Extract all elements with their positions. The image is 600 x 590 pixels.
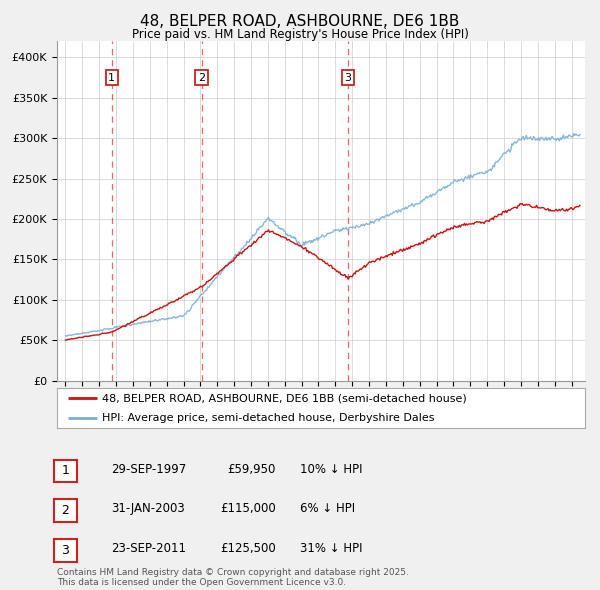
Text: 1: 1 [109,73,115,83]
Text: £115,000: £115,000 [220,502,276,515]
Text: 2: 2 [61,504,70,517]
Text: 31% ↓ HPI: 31% ↓ HPI [300,542,362,555]
Text: 3: 3 [61,544,70,557]
Text: Price paid vs. HM Land Registry's House Price Index (HPI): Price paid vs. HM Land Registry's House … [131,28,469,41]
Text: £59,950: £59,950 [227,463,276,476]
Text: HPI: Average price, semi-detached house, Derbyshire Dales: HPI: Average price, semi-detached house,… [102,413,434,422]
Text: 3: 3 [344,73,352,83]
Text: 10% ↓ HPI: 10% ↓ HPI [300,463,362,476]
Text: 48, BELPER ROAD, ASHBOURNE, DE6 1BB: 48, BELPER ROAD, ASHBOURNE, DE6 1BB [140,14,460,30]
Text: 2: 2 [198,73,205,83]
Text: 48, BELPER ROAD, ASHBOURNE, DE6 1BB (semi-detached house): 48, BELPER ROAD, ASHBOURNE, DE6 1BB (sem… [102,394,467,404]
Text: 29-SEP-1997: 29-SEP-1997 [111,463,186,476]
Text: Contains HM Land Registry data © Crown copyright and database right 2025.
This d: Contains HM Land Registry data © Crown c… [57,568,409,587]
Text: £125,500: £125,500 [220,542,276,555]
Text: 6% ↓ HPI: 6% ↓ HPI [300,502,355,515]
Text: 1: 1 [61,464,70,477]
Text: 23-SEP-2011: 23-SEP-2011 [111,542,186,555]
Text: 31-JAN-2003: 31-JAN-2003 [111,502,185,515]
